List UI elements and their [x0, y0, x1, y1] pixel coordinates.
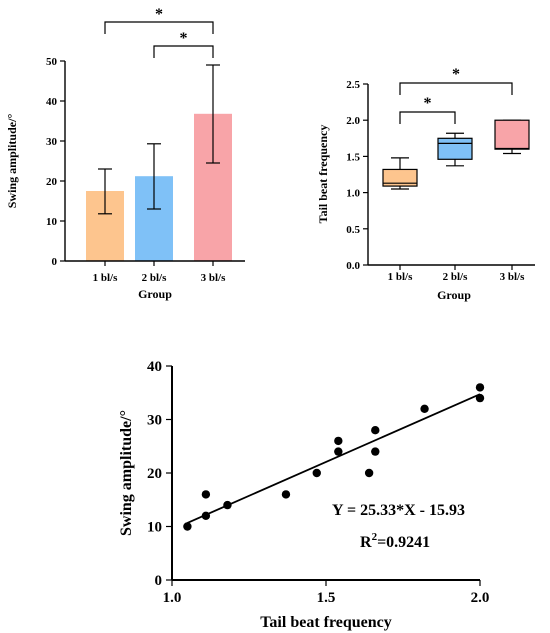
scatter-x-tick-label: 1.5: [317, 590, 336, 606]
scatter-point-10: [371, 447, 380, 456]
bar-x-tick-label: 3 bl/s: [201, 272, 226, 284]
bar-y-tick-label: 30: [46, 136, 58, 148]
r-squared-prefix: R: [360, 534, 372, 551]
r-squared: R2=0.9241: [360, 531, 430, 551]
box-body: [494, 119, 530, 150]
scatter-y-tick-label: 40: [147, 359, 162, 375]
box-y-axis-label: Tail beat frequency: [316, 125, 330, 224]
error-bar-2: [147, 143, 161, 210]
box-x-tick-label: 1 bl/s: [388, 271, 413, 283]
error-bar-1: [98, 168, 112, 215]
scatter-point-7: [334, 447, 343, 456]
box-y-tick-label: 2.0: [346, 115, 360, 127]
scatter-x-tick-label: 1.0: [163, 590, 182, 606]
bar-y-tick-label: 50: [46, 56, 58, 68]
scatter-point-9: [364, 468, 374, 478]
significance-star-2: *: [180, 30, 188, 47]
r-squared-superscript: 2: [372, 531, 378, 543]
regression-line: [187, 393, 481, 524]
box-significance-bracket-2: [399, 111, 456, 124]
scatter-y-tick-label: 10: [147, 520, 162, 536]
significance-bracket-1: [104, 21, 214, 34]
scatter-x-axis-label: Tail beat frequency: [260, 614, 392, 631]
box-x-axis-label: Group: [437, 288, 471, 302]
box-chart-tail-beat: 0.0 0.5 1.0 1.5 2.0 2.5 1 bl/s 2 bl/s 3 bl/s * *…: [316, 66, 535, 302]
scatter-y-tick-label: 20: [147, 466, 162, 482]
scatter-point-4: [223, 500, 232, 510]
scatter-point-14: [475, 383, 485, 392]
box-2: [437, 132, 473, 167]
bar-x-tick-label: 1 bl/s: [93, 272, 118, 284]
box-significance-bracket-1: [399, 82, 513, 95]
box-y-tick-label: 1.5: [346, 151, 360, 163]
box-3: [494, 119, 530, 155]
bar-y-tick-label: 40: [46, 96, 58, 108]
box-y-tick-label: 1.0: [346, 188, 360, 200]
error-bar-3: [206, 64, 220, 164]
box-significance-star-2: *: [424, 95, 432, 112]
scatter-y-tick-label: 30: [147, 413, 162, 429]
box-body: [382, 168, 418, 187]
box-y-tick-label: 0.5: [346, 224, 360, 236]
scatter-y-tick-label: 0: [155, 573, 163, 589]
scatter-point-3: [201, 490, 211, 499]
box-1: [382, 157, 418, 190]
box-body: [437, 137, 473, 160]
box-y-tick-label: 0.0: [346, 260, 360, 272]
bar-y-axis-label: Swing amplitude/°: [5, 114, 19, 209]
scatter-point-2: [201, 511, 211, 520]
box-x-tick-label: 2 bl/s: [443, 271, 468, 283]
r-squared-value: =0.9241: [377, 534, 430, 551]
scatter-point-12: [420, 404, 429, 413]
significance-star-1: *: [155, 6, 163, 23]
bar-y-tick-label: 20: [46, 176, 58, 188]
scatter-point-1: [183, 522, 192, 531]
scatter-point-11: [371, 426, 380, 435]
scatter-y-axis-label: Swing amplitude/°: [118, 410, 135, 536]
scatter-point-13: [475, 393, 485, 403]
box-y-tick-label: 2.5: [346, 79, 360, 91]
fit-equation: Y = 25.33*X - 15.93: [332, 502, 465, 519]
box-significance-star-1: *: [452, 66, 460, 83]
bar-y-tick-label: 10: [46, 216, 58, 228]
bar-y-tick-label: 0: [52, 256, 58, 268]
significance-bracket-2: [153, 45, 214, 58]
scatter-point-5: [281, 490, 291, 499]
scatter-point-8: [334, 436, 343, 446]
bar-x-axis-label: Group: [138, 287, 172, 301]
bar-x-tick-label: 2 bl/s: [142, 272, 167, 284]
scatter-x-tick-label: 2.0: [471, 590, 490, 606]
box-x-tick-label: 3 bl/s: [500, 271, 525, 283]
scatter-point-6: [312, 468, 321, 478]
